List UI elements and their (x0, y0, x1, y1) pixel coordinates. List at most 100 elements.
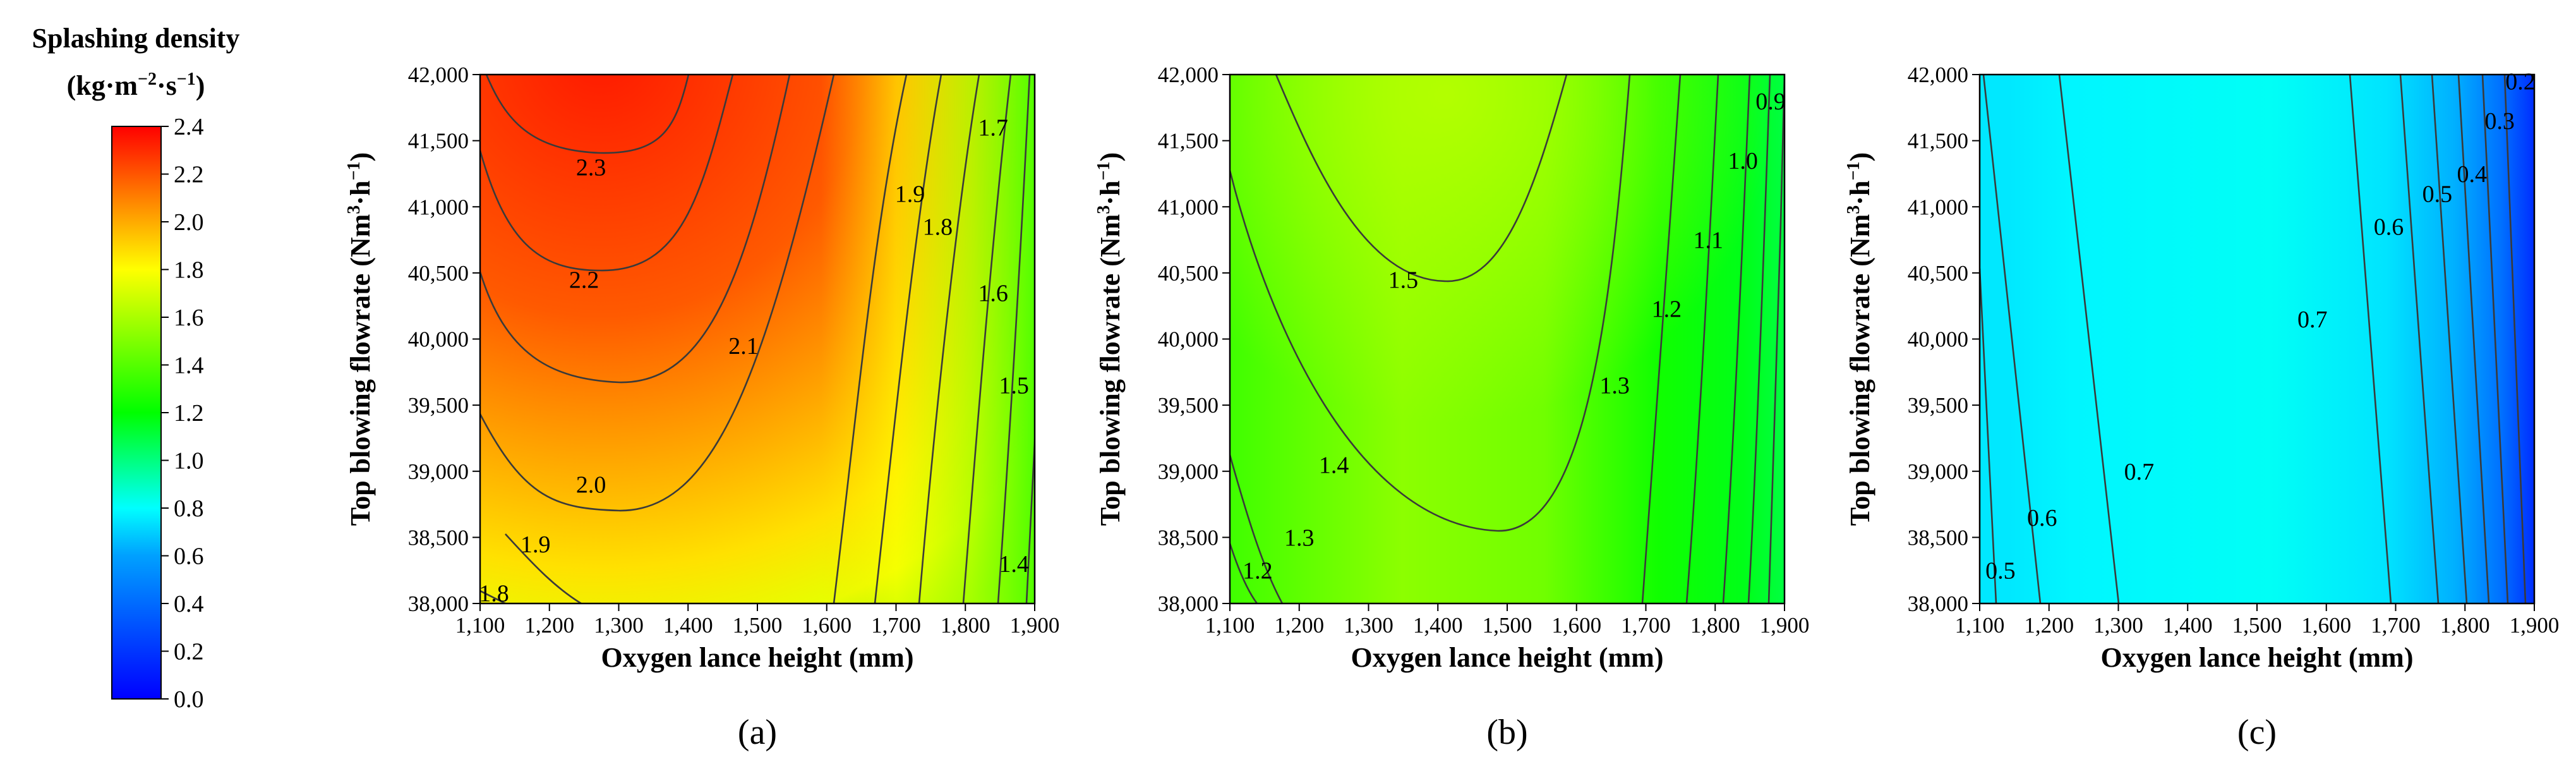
y-tick-label: 40,000 (1158, 327, 1219, 352)
colorbar-tick-label: 2.0 (174, 209, 204, 236)
y-tick-label: 41,000 (408, 195, 469, 219)
contour-b-1.3-right (1641, 75, 1682, 603)
x-tick-label: 1,700 (1621, 613, 1671, 638)
contour-c-0.6-right (2399, 75, 2440, 603)
contour-label: 2.3 (576, 154, 606, 181)
y-tick-label: 38,500 (408, 525, 469, 550)
y-tick-label: 39,000 (408, 459, 469, 484)
y-tick-label: 40,500 (1158, 261, 1219, 286)
y-tick-label: 38,000 (1158, 591, 1219, 616)
colorbar: Splashing density (kg·m−2·s−1) 2.4 2.2 2.0… (32, 23, 240, 713)
contour-label: 0.6 (2374, 214, 2404, 241)
contour-label: 1.6 (978, 280, 1008, 306)
panel-b-field-overlay (1230, 75, 1785, 603)
contour-c-0.5-left (1980, 268, 1997, 603)
panel-c-label: (c) (2237, 713, 2277, 752)
y-tick-label: 40,500 (408, 261, 469, 286)
y-tick-label: 41,000 (1158, 195, 1219, 219)
panel-a: 2.3 2.2 2.1 2.0 1.9 1.8 1.9 1.8 1.7 1.6 1.5 1.4 (479, 75, 1035, 607)
contour-b-1.2-right (1685, 75, 1719, 603)
panel-c-contour-labels: 0.50.60.70.70.60.50.40.30.2 (1985, 68, 2536, 584)
x-tick-label: 1,700 (871, 613, 921, 638)
x-tick-label: 1,800 (1690, 613, 1740, 638)
contour-label: 0.7 (2297, 306, 2328, 333)
contour-label: 1.8 (923, 214, 953, 241)
colorbar-tick-label: 2.2 (174, 162, 204, 188)
contour-a-1.8-right (874, 75, 942, 603)
contour-c-0.7-left (2058, 75, 2120, 603)
x-tick-label: 1,500 (733, 613, 783, 638)
y-tick-label: 39,500 (1158, 393, 1219, 418)
contour-b-1.5 (1275, 75, 1568, 282)
colorbar-tick-label: 1.4 (174, 353, 204, 379)
contour-a-2.3 (485, 75, 690, 154)
y-tick-label: 42,000 (1158, 63, 1219, 87)
x-axis-label: Oxygen lance height (mm) (1351, 642, 1664, 673)
panel-b-label: (b) (1486, 713, 1527, 752)
colorbar-tick-label: 0.0 (174, 686, 204, 713)
panel-a-contours (480, 75, 1035, 603)
y-tick-label: 40,000 (1908, 327, 1968, 352)
contour-label: 2.0 (576, 472, 606, 499)
y-axis-label: Top blowing flowrate (Nm3·h−1) (344, 152, 376, 526)
panel-a-contour-labels: 2.3 2.2 2.1 2.0 1.9 1.8 1.9 1.8 1.7 1.6 1.5 1.4 (479, 115, 1029, 607)
colorbar-tick-label: 1.2 (174, 400, 204, 427)
panel-b: 1.5 1.4 1.3 1.2 1.3 1.2 1.1 1.0 0.9 (1230, 75, 1786, 603)
contour-label: 2.1 (728, 333, 759, 360)
contour-label: 1.7 (978, 115, 1008, 142)
contour-label: 1.1 (1694, 227, 1724, 254)
x-tick-label: 1,200 (1274, 613, 1324, 638)
panel-b-contour-labels: 1.5 1.4 1.3 1.2 1.3 1.2 1.1 1.0 0.9 (1243, 88, 1786, 585)
contour-b-1.3-left (1230, 454, 1284, 603)
y-tick-label: 40,500 (1908, 261, 1968, 286)
panel-a-field-overlay (480, 75, 1035, 603)
panel-a-label: (a) (738, 713, 777, 752)
x-tick-label: 1,100 (1955, 613, 2005, 638)
y-tick-label: 41,500 (408, 129, 469, 154)
y-tick-label: 41,500 (1158, 129, 1219, 154)
y-tick-label: 39,000 (1908, 459, 1968, 484)
x-tick-label: 1,700 (2371, 613, 2421, 638)
colorbar-gradient (111, 126, 162, 700)
contour-label: 1.0 (1728, 148, 1758, 174)
x-tick-label: 1,900 (1760, 613, 1810, 638)
y-tick-label: 39,500 (1908, 393, 1968, 418)
contour-a-2.1 (480, 75, 791, 384)
x-tick-label: 1,300 (594, 613, 644, 638)
contour-b-1.2-left (1230, 543, 1258, 603)
contour-c-0.6-left (1982, 75, 2042, 603)
x-tick-label: 1,300 (2093, 613, 2143, 638)
x-tick-label: 1,100 (455, 613, 505, 638)
contour-c-0.2 (2503, 75, 2527, 603)
panel-c-contours (1980, 75, 2527, 603)
contour-label: 1.3 (1599, 373, 1630, 399)
panel-c-field (1980, 75, 2534, 603)
colorbar-tick-label: 1.6 (174, 305, 204, 331)
x-tick-label: 1,800 (2440, 613, 2490, 638)
y-tick-label: 40,000 (408, 327, 469, 352)
x-tick-label: 1,200 (2024, 613, 2074, 638)
contour-label: 0.3 (2484, 108, 2515, 135)
contour-b-0.9 (1767, 75, 1785, 603)
y-tick-label: 41,000 (1908, 195, 1968, 219)
x-axis-label: Oxygen lance height (mm) (2101, 642, 2414, 673)
colorbar-ticks: 2.4 2.2 2.0 1.8 1.6 1.4 1.2 1.0 0.8 0.6 0.4 0.2 0.0 (161, 114, 204, 713)
colorbar-unit: (kg·m−2·s−1) (67, 70, 205, 101)
x-axis-label: Oxygen lance height (mm) (601, 642, 914, 673)
x-tick-label: 1,400 (2163, 613, 2213, 638)
contour-a-1.8-left (480, 590, 506, 603)
contour-label: 0.4 (2457, 161, 2487, 188)
y-tick-label: 39,000 (1158, 459, 1219, 484)
contour-label: 1.8 (479, 580, 509, 607)
colorbar-tick-label: 1.0 (174, 448, 204, 475)
x-tick-label: 1,200 (524, 613, 574, 638)
contour-label: 0.2 (2505, 68, 2536, 95)
contour-a-1.6 (962, 75, 1012, 603)
contour-c-0.7-right (2349, 75, 2392, 603)
contour-a-2.0 (480, 75, 835, 512)
contour-c-0.5-right (2431, 75, 2468, 603)
contour-c-0.4 (2457, 75, 2490, 603)
contour-a-1.5 (997, 75, 1031, 603)
x-tick-label: 1,500 (2232, 613, 2282, 638)
